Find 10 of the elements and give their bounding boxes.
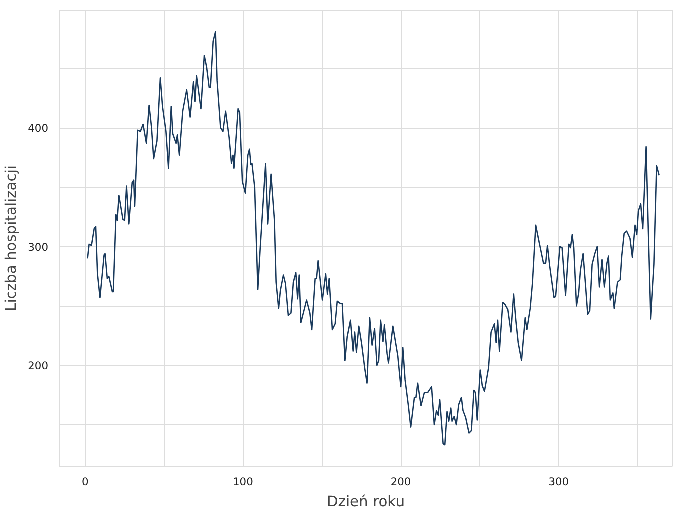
x-tick-label: 200	[390, 476, 412, 488]
x-tick-label: 0	[82, 476, 89, 488]
x-axis-title: Dzień roku	[326, 494, 406, 510]
y-axis-title: Liczba hospitalizacji	[3, 166, 20, 312]
y-tick-label: 400	[28, 122, 49, 136]
x-tick-label: 300	[548, 476, 570, 488]
line-series	[87, 31, 660, 446]
x-tick-label: 100	[233, 476, 254, 488]
y-tick-label: 300	[28, 240, 49, 254]
y-tick-label: 200	[28, 360, 49, 373]
